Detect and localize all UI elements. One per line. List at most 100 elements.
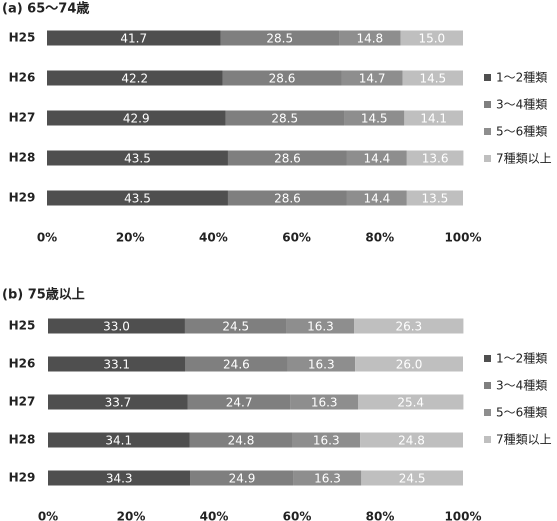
bar-segment: [344, 110, 405, 126]
x-tick-label: 0%: [38, 510, 58, 521]
bar-segment: [225, 110, 345, 126]
chart-title: (b) 75歳以上: [2, 287, 85, 303]
legend-label: 7種類以上: [496, 152, 552, 166]
bar-segment: [346, 190, 407, 206]
value-label: 16.3: [313, 434, 340, 448]
bar-segment: [48, 432, 190, 448]
value-label: 24.5: [399, 472, 426, 486]
bar-segment: [346, 150, 407, 166]
value-label: 15.0: [418, 32, 445, 46]
x-tick-label: 20%: [117, 510, 146, 521]
bar-segment: [190, 470, 294, 486]
legend-label: 1～2種類: [496, 352, 547, 366]
bar-segment: [360, 432, 463, 448]
value-label: 24.9: [229, 472, 256, 486]
bar-segment: [187, 394, 291, 410]
x-tick-label: 20%: [116, 231, 145, 245]
value-label: 14.4: [364, 192, 391, 206]
bar-segment: [293, 470, 362, 486]
chart-title: (a) 65～74歳: [2, 1, 89, 17]
value-label: 34.1: [105, 434, 132, 448]
value-label: 14.5: [361, 112, 388, 126]
value-label: 28.6: [274, 152, 301, 166]
value-label: 25.4: [397, 396, 424, 410]
value-label: 24.8: [228, 434, 255, 448]
bar-segment: [290, 394, 359, 410]
bar-segment: [227, 150, 347, 166]
x-tick-label: 100%: [444, 510, 481, 521]
bar-segment: [220, 30, 340, 46]
bar-segment: [47, 30, 221, 46]
value-label: 14.7: [359, 72, 386, 86]
bar-segment: [361, 470, 463, 486]
legend-swatch: [484, 74, 491, 81]
value-label: 16.3: [314, 472, 341, 486]
bar-segment: [185, 356, 288, 372]
value-label: 28.6: [269, 72, 296, 86]
legend-swatch: [484, 101, 491, 108]
legend-label: 1～2種類: [496, 71, 547, 85]
bar-segment: [292, 432, 361, 448]
bar-segment: [287, 356, 356, 372]
bar-segment: [222, 70, 342, 86]
bar-segment: [339, 30, 401, 46]
x-tick-label: 80%: [365, 231, 394, 245]
bar-segment: [47, 70, 223, 86]
value-label: 24.7: [226, 396, 253, 410]
x-tick-label: 40%: [200, 510, 229, 521]
value-label: 16.3: [308, 358, 335, 372]
legend-swatch: [484, 409, 491, 416]
value-label: 43.5: [124, 192, 151, 206]
y-tick-label: H26: [9, 357, 36, 371]
x-tick-label: 60%: [282, 231, 311, 245]
value-label: 14.8: [356, 32, 383, 46]
legend-label: 7種類以上: [496, 433, 552, 447]
x-tick-label: 0%: [37, 231, 57, 245]
x-tick-label: 60%: [283, 510, 312, 521]
x-tick-label: 80%: [366, 510, 395, 521]
legend-label: 3～4種類: [496, 98, 547, 112]
value-label: 28.5: [271, 112, 298, 126]
bar-segment: [406, 150, 464, 166]
value-label: 24.8: [398, 434, 425, 448]
value-label: 41.7: [120, 32, 147, 46]
value-label: 28.6: [274, 192, 301, 206]
y-tick-label: H27: [9, 111, 36, 125]
bar-segment: [47, 110, 226, 126]
bar-segment: [286, 318, 355, 334]
legend-swatch: [484, 355, 491, 362]
value-label: 42.2: [121, 72, 148, 86]
y-tick-label: H28: [9, 151, 36, 165]
value-label: 14.4: [364, 152, 391, 166]
bar-segment: [48, 356, 186, 372]
value-label: 33.7: [105, 396, 132, 410]
bar-segment: [189, 432, 293, 448]
y-tick-label: H28: [9, 433, 36, 447]
value-label: 24.6: [223, 358, 250, 372]
bar-segment: [354, 318, 464, 334]
y-tick-label: H25: [9, 31, 36, 45]
legend-label: 5～6種類: [496, 406, 547, 420]
x-tick-label: 100%: [444, 231, 481, 245]
value-label: 43.5: [124, 152, 151, 166]
value-label: 26.0: [396, 358, 423, 372]
value-label: 13.5: [422, 192, 449, 206]
y-tick-label: H26: [9, 71, 36, 85]
legend-swatch: [484, 436, 491, 443]
value-label: 14.5: [419, 72, 446, 86]
bar-segment: [48, 394, 188, 410]
y-tick-label: H29: [9, 191, 36, 205]
bar-segment: [227, 190, 347, 206]
bar-segment: [341, 70, 403, 86]
value-label: 14.1: [420, 112, 447, 126]
y-tick-label: H25: [9, 319, 36, 333]
bar-segment: [406, 190, 463, 206]
y-tick-label: H27: [9, 395, 36, 409]
legend-label: 3～4種類: [496, 379, 547, 393]
value-label: 16.3: [311, 396, 338, 410]
value-label: 33.1: [103, 358, 130, 372]
bar-segment: [355, 356, 463, 372]
legend-swatch: [484, 155, 491, 162]
bar-segment: [358, 394, 464, 410]
